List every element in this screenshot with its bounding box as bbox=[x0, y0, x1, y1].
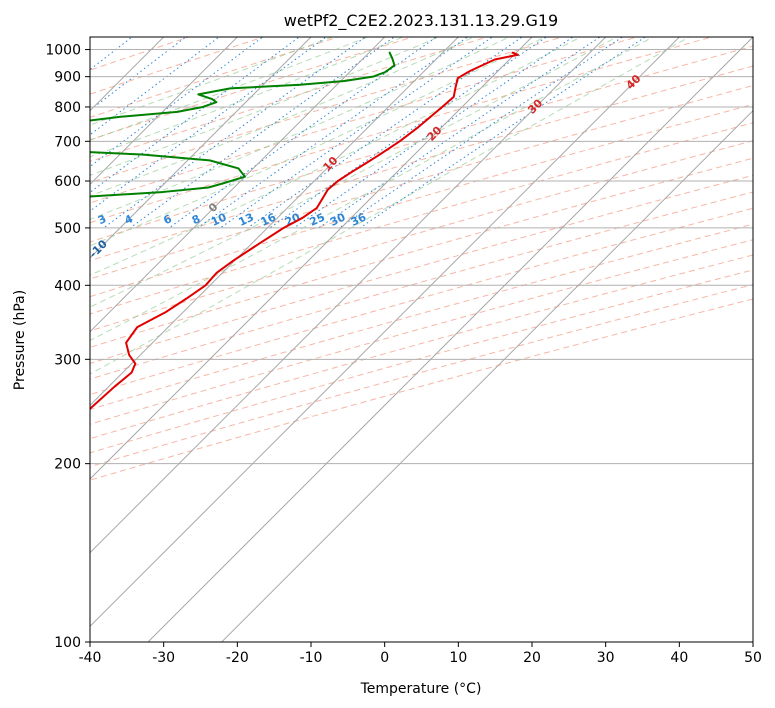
x-tick-label: 0 bbox=[380, 650, 389, 666]
mixing-ratio-line bbox=[168, 37, 438, 229]
dry-adiabat bbox=[90, 239, 753, 425]
isotherm-gridline bbox=[90, 37, 533, 480]
isotherm-gridline bbox=[90, 37, 239, 186]
mixing-ratio-label: 25 bbox=[308, 211, 327, 229]
dry-adiabat bbox=[90, 269, 753, 454]
plot-frame bbox=[89, 36, 754, 643]
mixing-ratio-line bbox=[0, 30, 91, 228]
y-tick-label: 600 bbox=[54, 174, 81, 190]
x-tick-label: -20 bbox=[226, 650, 249, 666]
mixing-ratio-label: 20 bbox=[283, 210, 303, 228]
moist-adiabat bbox=[90, 37, 440, 176]
x-tick-label: -40 bbox=[79, 650, 102, 666]
chart-title: wetPf2_C2E2.2023.131.13.29.G19 bbox=[284, 11, 558, 31]
isotherm-gridline bbox=[147, 37, 753, 642]
y-tick-label: 1000 bbox=[45, 43, 81, 59]
mixing-ratio-line bbox=[90, 37, 327, 212]
isotherm-gridline bbox=[90, 37, 312, 259]
mixing-ratio-label: 36 bbox=[349, 210, 369, 228]
isotherm-gridline bbox=[220, 109, 753, 642]
dry-adiabat bbox=[90, 37, 714, 224]
dry-adiabat bbox=[90, 254, 753, 440]
x-tick-label: -10 bbox=[300, 650, 323, 666]
mixing-ratio-label: 13 bbox=[237, 211, 256, 229]
dry-adiabat bbox=[90, 65, 753, 262]
dry-adiabat bbox=[90, 45, 753, 243]
y-tick-label: 900 bbox=[54, 70, 81, 86]
x-tick-label: 20 bbox=[523, 650, 541, 666]
moist-adiabat bbox=[90, 37, 476, 197]
moist-adiabat bbox=[90, 37, 582, 276]
mixing-ratio-line bbox=[103, 37, 367, 229]
mixing-ratio-label: 1.5 bbox=[30, 210, 53, 230]
y-tick-label: 100 bbox=[54, 635, 81, 651]
x-tick-label: 50 bbox=[744, 650, 762, 666]
dewpoint-profile-line bbox=[90, 51, 396, 198]
mixing-ratio-line bbox=[220, 37, 494, 229]
isotherm-gridline bbox=[90, 37, 460, 407]
y-tick-label: 800 bbox=[54, 100, 81, 116]
mixing-ratio-line bbox=[338, 37, 624, 229]
isotherm-gridline bbox=[90, 37, 386, 333]
x-tick-label: 30 bbox=[597, 650, 615, 666]
moist-adiabat bbox=[90, 37, 547, 247]
dry-adiabat bbox=[90, 37, 490, 163]
dry-adiabat bbox=[90, 223, 753, 411]
x-tick-label: 10 bbox=[449, 650, 467, 666]
x-axis-label: Temperature (°C) bbox=[360, 681, 482, 697]
mixing-ratio-label: 30 bbox=[328, 210, 348, 228]
temperature-profile-line bbox=[90, 51, 519, 411]
mixing-ratio-line bbox=[90, 37, 301, 194]
y-tick-label: 500 bbox=[54, 221, 81, 237]
mixing-ratio-label: 16 bbox=[259, 210, 279, 228]
x-tick-label: -30 bbox=[152, 650, 175, 666]
plot-background bbox=[90, 37, 753, 642]
x-tick-label: 40 bbox=[670, 650, 688, 666]
y-tick-label: 400 bbox=[54, 278, 81, 294]
moist-adiabat bbox=[90, 37, 370, 141]
mixing-ratio-label: 1 bbox=[1, 212, 13, 227]
dry-adiabat bbox=[90, 122, 753, 315]
isotherm-gridline bbox=[90, 37, 607, 554]
y-tick-label: 200 bbox=[54, 457, 81, 473]
mixing-ratio-line bbox=[318, 37, 601, 229]
mixing-ratio-line bbox=[359, 37, 647, 229]
isotherm-gridline bbox=[90, 37, 681, 628]
moist-adiabat bbox=[90, 37, 691, 375]
mixing-ratio-line bbox=[197, 37, 469, 229]
y-tick-label: 700 bbox=[54, 134, 81, 150]
mixing-ratio-label: 10 bbox=[209, 210, 229, 228]
mixing-ratio-line bbox=[129, 37, 396, 229]
mixing-ratio-line bbox=[293, 37, 574, 229]
y-tick-label: 300 bbox=[54, 352, 81, 368]
y-axis-label: Pressure (hPa) bbox=[12, 290, 28, 390]
